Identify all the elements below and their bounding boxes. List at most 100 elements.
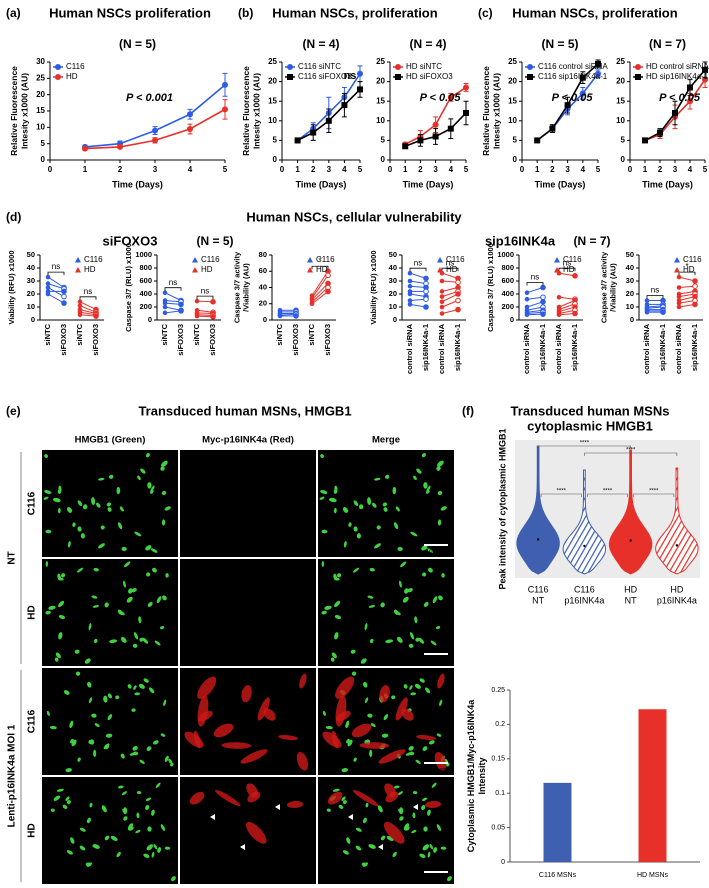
point	[455, 279, 461, 286]
nucleus	[416, 468, 422, 474]
panel-title: Human NSCs, proliferation	[512, 5, 677, 20]
nucleus	[438, 595, 443, 601]
chart-subtitle: (N = 4)	[409, 37, 446, 51]
legend-marker	[307, 257, 313, 263]
nucleus	[145, 545, 152, 551]
nucleus	[164, 755, 169, 762]
nucleus	[374, 477, 381, 481]
nucleus	[48, 605, 56, 610]
pair-line	[79, 301, 97, 311]
x-tick-label: control siRNA	[437, 323, 446, 374]
y-tick-label: 25	[36, 73, 45, 82]
x-tick-label: 5	[464, 165, 469, 174]
y-tick-label: 50	[626, 250, 634, 259]
marker	[534, 137, 541, 144]
arrowhead	[378, 844, 383, 850]
nucleus	[343, 540, 347, 548]
point	[325, 288, 331, 295]
point	[524, 290, 530, 296]
nucleus	[150, 548, 158, 553]
y-tick-label: 0	[41, 155, 46, 164]
significance: ****	[557, 489, 567, 495]
nucleus	[341, 768, 348, 773]
nucleus	[160, 626, 165, 630]
nucleus	[120, 753, 125, 759]
nucleus	[382, 502, 387, 507]
nucleus	[145, 797, 152, 802]
legend-label: C116	[563, 255, 582, 264]
panel-label: (a)	[6, 6, 21, 20]
nucleus	[342, 850, 349, 855]
nucleus	[91, 713, 97, 718]
chart-subtitle: (N = 7)	[649, 37, 686, 51]
nucleus	[334, 614, 342, 620]
nucleus	[151, 809, 155, 816]
nucleus	[103, 743, 110, 750]
nucleus	[440, 846, 447, 850]
x-tick-label: 5	[703, 165, 708, 174]
legend-marker	[527, 74, 533, 80]
y-tick-label: 200	[501, 302, 514, 311]
point	[644, 298, 650, 303]
x-tick-label: 3	[153, 165, 158, 174]
nucleus	[160, 733, 166, 737]
bracket	[584, 452, 678, 456]
micrograph-bg	[180, 559, 316, 666]
marker	[222, 106, 228, 113]
pair-line	[409, 272, 427, 279]
nucleus	[364, 622, 368, 631]
significance: ns	[563, 258, 571, 267]
nucleus	[338, 804, 344, 810]
nucleus	[45, 560, 49, 567]
nucleus	[409, 751, 415, 756]
y-tick-label: 30	[626, 276, 634, 285]
pair-line	[311, 287, 329, 303]
subheading-n: (N = 7)	[573, 234, 610, 248]
panel-label: (e)	[6, 404, 21, 418]
significance: ns	[414, 258, 422, 267]
nucleus	[410, 531, 418, 537]
point	[572, 310, 578, 317]
nucleus	[337, 573, 342, 578]
nucleus	[69, 720, 74, 729]
marker	[357, 86, 363, 93]
nucleus	[152, 740, 159, 745]
nucleus	[44, 490, 52, 495]
x-tick-label: 2	[418, 165, 423, 174]
panel-title: Human NSCs proliferation	[49, 5, 211, 20]
bracket	[537, 445, 631, 449]
nucleus	[72, 522, 76, 527]
nucleus	[364, 697, 369, 704]
nucleus	[365, 802, 369, 808]
nucleus	[353, 500, 359, 507]
p16-signal	[240, 749, 268, 764]
bracket	[79, 296, 97, 300]
y-tick-label: 25	[616, 57, 625, 66]
nucleus	[55, 652, 61, 659]
pair-line	[79, 305, 97, 313]
nucleus	[50, 808, 55, 812]
nucleus	[437, 490, 443, 496]
nucleus	[423, 826, 428, 832]
nucleus	[421, 545, 428, 551]
nucleus	[369, 638, 374, 644]
point	[325, 272, 331, 279]
nucleus	[403, 684, 408, 689]
y-tick-label: 10	[27, 302, 35, 311]
column-header: HMGB1 (Green)	[75, 435, 146, 446]
x-tick-label: C116	[528, 584, 549, 594]
point	[277, 313, 283, 319]
micrograph	[42, 777, 178, 884]
y-tick-label: 20	[508, 77, 517, 86]
point	[178, 308, 184, 314]
y-tick-label: 40	[259, 282, 267, 291]
nucleus	[431, 782, 437, 788]
x-tick-label: C116	[574, 584, 595, 594]
marker	[402, 143, 409, 150]
bracket	[633, 493, 675, 497]
y-tick-label: 10	[268, 116, 277, 125]
nucleus	[151, 851, 155, 858]
significance: ns	[84, 287, 92, 296]
violin	[562, 469, 607, 575]
nucleus	[142, 637, 149, 644]
